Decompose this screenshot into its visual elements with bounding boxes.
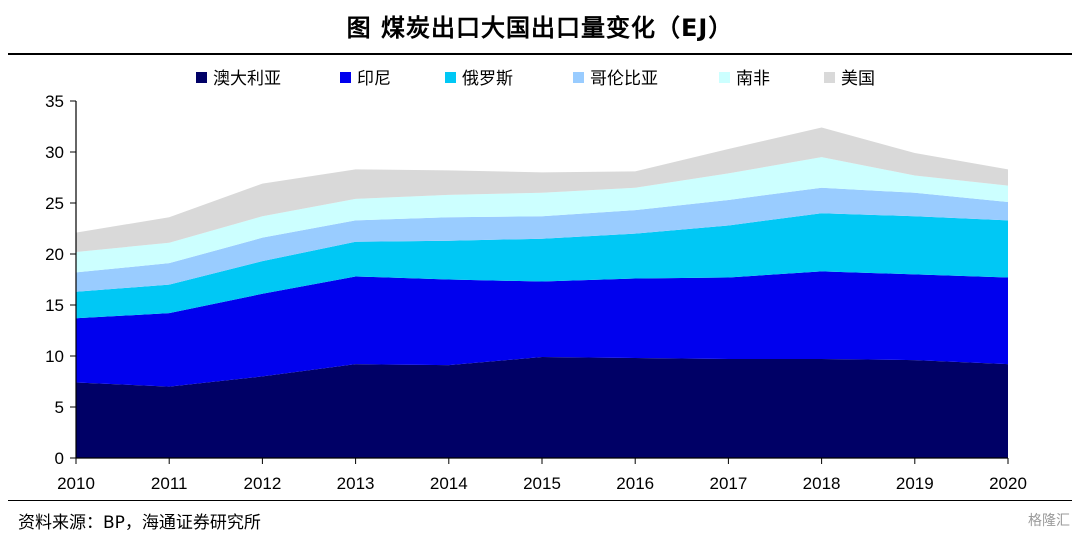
area-series-5 [76, 157, 1008, 273]
x-tick-label: 2013 [337, 474, 375, 493]
stacked-area-chart: 0 5 10 15 20 25 30 35 2010 2011 2012 2013 2014 2015 20… [45, 69, 1027, 493]
area-series-4 [76, 187, 1008, 292]
area-series-2 [76, 271, 1008, 387]
y-tick-label: 15 [45, 296, 64, 315]
y-tick-label: 35 [45, 92, 64, 111]
y-tick-label: 25 [45, 194, 64, 213]
legend: 澳大利亚 印尼 俄罗斯 哥伦比亚 南非 美国 [196, 69, 875, 89]
x-tick-label: 2016 [616, 474, 654, 493]
legend-swatch [824, 72, 835, 83]
y-tick-label: 10 [45, 347, 64, 366]
legend-swatch [340, 72, 351, 83]
area-series-group [76, 127, 1008, 458]
legend-swatch [719, 72, 730, 83]
x-tick-label: 2018 [803, 474, 841, 493]
legend-label: 澳大利亚 [213, 69, 281, 89]
y-tick-label: 20 [45, 245, 64, 264]
legend-swatch [196, 72, 207, 83]
legend-label: 哥伦比亚 [590, 69, 658, 89]
x-tick-label: 2015 [523, 474, 561, 493]
legend-label: 南非 [736, 69, 770, 89]
x-tick-label: 2010 [57, 474, 95, 493]
axes-group: 0 5 10 15 20 25 30 35 2010 2011 2012 2013 2014 2015 20… [45, 92, 1027, 493]
watermark: 格隆汇 [1028, 513, 1070, 529]
legend-label: 美国 [841, 69, 875, 89]
x-tick-label: 2012 [243, 474, 281, 493]
x-tick-label: 2019 [896, 474, 934, 493]
area-series-3 [76, 213, 1008, 319]
legend-swatch [573, 72, 584, 83]
area-series-1 [76, 357, 1008, 458]
area-series-6 [76, 127, 1008, 252]
legend-swatch [445, 72, 456, 83]
y-tick-label: 5 [55, 398, 64, 417]
y-tick-label: 0 [55, 449, 64, 468]
top-rule [8, 53, 1072, 55]
legend-label: 印尼 [357, 69, 391, 89]
x-tick-label: 2020 [989, 474, 1027, 493]
y-tick-label: 30 [45, 143, 64, 162]
source-note: 资料来源：BP，海通证券研究所 [18, 513, 261, 533]
x-tick-label: 2017 [709, 474, 747, 493]
x-tick-label: 2014 [430, 474, 468, 493]
chart-title: 图 煤炭出口大国出口量变化（EJ） [346, 14, 734, 42]
legend-label: 俄罗斯 [462, 69, 513, 89]
bottom-rule [8, 500, 1072, 501]
x-tick-label: 2011 [151, 474, 188, 493]
